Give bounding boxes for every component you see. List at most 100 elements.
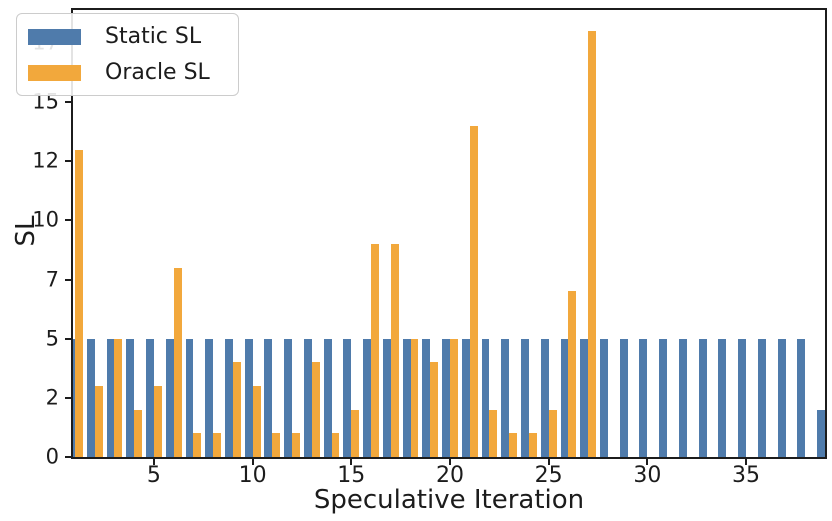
static-sl-bar xyxy=(678,338,687,457)
static-sl-bar xyxy=(244,338,253,457)
static-sl-bar xyxy=(73,338,75,457)
static-sl-bar xyxy=(580,338,589,457)
x-tick-label: 5 xyxy=(146,463,161,488)
static-sl-bar xyxy=(619,338,628,457)
static-sl-bar xyxy=(205,338,214,457)
x-tick-label: 15 xyxy=(337,463,366,488)
x-tick-label: 10 xyxy=(238,463,267,488)
static-sl-bar xyxy=(481,338,490,457)
static-sl-bar xyxy=(501,338,510,457)
oracle-sl-bar xyxy=(371,244,379,457)
y-tick-mark xyxy=(65,219,71,222)
static-sl-bar xyxy=(659,338,668,457)
legend-item-static: Static SL xyxy=(28,23,238,49)
static-sl-bar xyxy=(817,409,825,457)
x-tick-label: 25 xyxy=(534,463,563,488)
plot-area xyxy=(73,10,825,457)
oracle-sl-bar xyxy=(410,338,419,457)
oracle-sl-bar xyxy=(292,433,300,457)
static-sl-bar xyxy=(777,338,786,457)
oracle-sl-bar xyxy=(509,433,518,457)
static-sl-bar xyxy=(560,338,569,457)
oracle-sl-bar xyxy=(173,267,182,457)
oracle-sl-bar xyxy=(252,386,261,457)
static-sl-bar xyxy=(540,338,549,457)
static-sl-bar xyxy=(521,338,529,457)
static-sl-bar xyxy=(185,338,194,457)
y-tick-mark xyxy=(65,456,71,458)
legend-label-oracle: Oracle SL xyxy=(105,59,210,85)
oracle-sl-bar xyxy=(430,362,439,457)
x-tick-mark xyxy=(251,459,254,465)
y-tick-mark xyxy=(65,337,71,340)
oracle-sl-bar xyxy=(213,433,222,457)
static-sl-bar xyxy=(323,338,332,457)
static-sl-bar xyxy=(106,338,115,457)
static-sl-bar xyxy=(442,338,450,457)
oracle-sl-bar xyxy=(94,386,103,457)
static-sl-bar xyxy=(797,338,806,457)
oracle-sl-bar xyxy=(153,386,162,457)
oracle-sl-bar xyxy=(193,433,202,457)
oracle-sl-bar xyxy=(272,433,281,457)
static-sl-bar xyxy=(738,338,747,457)
x-tick-mark xyxy=(745,459,748,465)
oracle-sl-bar xyxy=(588,31,597,457)
legend: Static SL Oracle SL xyxy=(16,13,239,96)
static-sl-bar xyxy=(146,338,154,457)
oracle-sl-bar xyxy=(331,433,340,457)
static-sl-bar xyxy=(284,338,293,457)
legend-swatch-static xyxy=(28,28,81,45)
oracle-sl-bar xyxy=(548,409,557,457)
static-sl-bar xyxy=(599,338,608,457)
y-tick-label: 7 xyxy=(45,267,59,292)
oracle-sl-bar xyxy=(74,149,83,457)
oracle-sl-bar xyxy=(390,244,399,457)
static-sl-bar xyxy=(86,338,95,457)
static-sl-bar xyxy=(165,338,174,457)
static-sl-bar xyxy=(422,338,431,457)
x-tick-label: 20 xyxy=(435,463,464,488)
oracle-sl-bar xyxy=(449,338,458,457)
y-tick-label: 2 xyxy=(45,385,59,410)
x-tick-mark xyxy=(152,459,155,465)
y-tick-mark xyxy=(65,160,71,163)
y-tick-label: 5 xyxy=(45,326,59,351)
x-tick-mark xyxy=(547,459,550,465)
legend-label-static: Static SL xyxy=(105,23,202,49)
y-tick-label: 15 xyxy=(32,89,59,114)
x-axis: 5 10 15 20 25 30 35 xyxy=(73,457,825,497)
oracle-sl-bar xyxy=(232,362,241,457)
y-tick-label: 0 xyxy=(45,444,59,469)
static-sl-bar xyxy=(698,338,707,457)
x-tick-label: 30 xyxy=(633,463,662,488)
static-sl-bar xyxy=(264,338,273,457)
oracle-sl-bar xyxy=(114,338,123,457)
y-tick-label: 12 xyxy=(32,148,59,173)
oracle-sl-bar xyxy=(528,433,537,457)
static-sl-bar xyxy=(303,338,312,457)
static-sl-bar xyxy=(757,338,766,457)
oracle-sl-bar xyxy=(351,409,360,457)
y-tick-mark xyxy=(65,278,71,281)
y-tick-mark xyxy=(65,101,71,104)
x-tick-mark xyxy=(350,459,353,465)
static-sl-bar xyxy=(461,338,470,457)
x-tick-mark xyxy=(646,459,649,465)
x-tick-mark xyxy=(448,459,451,465)
oracle-sl-bar xyxy=(134,409,143,457)
static-sl-bar xyxy=(343,338,352,457)
static-sl-bar xyxy=(363,338,372,457)
static-sl-bar xyxy=(382,338,391,457)
static-sl-bar xyxy=(224,338,233,457)
static-sl-bar xyxy=(126,338,135,457)
y-tick-label: 10 xyxy=(32,207,59,232)
y-tick-mark xyxy=(65,396,71,399)
static-sl-bar xyxy=(402,338,411,457)
oracle-sl-bar xyxy=(489,409,498,457)
legend-item-oracle: Oracle SL xyxy=(28,59,238,85)
y-axis-label: SL xyxy=(11,215,41,247)
legend-swatch-oracle xyxy=(28,64,81,81)
static-sl-bar xyxy=(639,338,648,457)
